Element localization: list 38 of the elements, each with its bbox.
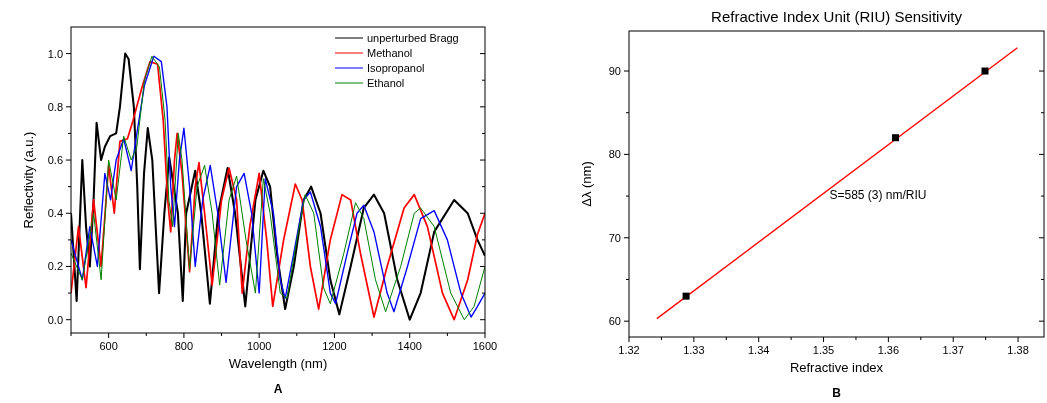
x-tick-label: 1.36 (877, 344, 900, 356)
y-tick-label: 90 (608, 65, 621, 78)
y-tick-label: 70 (608, 231, 621, 244)
y-tick-label: 80 (608, 148, 621, 161)
text: A (273, 382, 283, 396)
y-tick-label: 0.4 (47, 207, 63, 220)
point (682, 292, 690, 300)
x-tick-label: 1200 (322, 340, 347, 352)
y-tick-label: 0.0 (47, 313, 63, 326)
legend-label: unperturbed Bragg (367, 32, 459, 44)
x-axis-title: Wavelength (nm) (228, 356, 328, 371)
y-tick-label: 0.8 (47, 100, 63, 113)
chart-title: Refractive Index Unit (RIU) Sensitivity (711, 8, 963, 25)
x-tick-label: 1400 (397, 340, 422, 352)
x-tick-label: 1600 (472, 340, 498, 352)
y-tick-label: 60 (608, 315, 621, 328)
text: B (832, 386, 842, 400)
y-axis-title: Δλ (nm) (579, 161, 594, 207)
x-tick-label: 1.34 (747, 344, 770, 356)
x-tick-label: 800 (174, 340, 194, 352)
x-tick-label: 1000 (246, 340, 272, 352)
legend-label: Isopropanol (367, 62, 425, 74)
y-tick-label: 1.0 (47, 47, 63, 60)
annotation: S=585 (3) nm/RIU (829, 188, 927, 203)
point (981, 67, 989, 75)
x-tick-label: 1.38 (1007, 344, 1029, 356)
x-tick-label: 1.37 (942, 344, 964, 356)
y-tick-label: 0.2 (47, 260, 63, 273)
x-tick-label: 1.33 (683, 344, 705, 356)
x-tick-label: 1.35 (812, 344, 835, 356)
legend-label: Ethanol (367, 77, 405, 89)
legend-label: Methanol (367, 47, 413, 59)
x-tick-label: 600 (99, 340, 118, 352)
y-axis-title: Reflectivity (a.u.) (21, 131, 36, 229)
point (892, 134, 900, 142)
y-tick-label: 0.6 (47, 154, 63, 167)
x-axis-title: Refractive index (789, 360, 884, 375)
x-tick-label: 1.32 (618, 344, 640, 356)
